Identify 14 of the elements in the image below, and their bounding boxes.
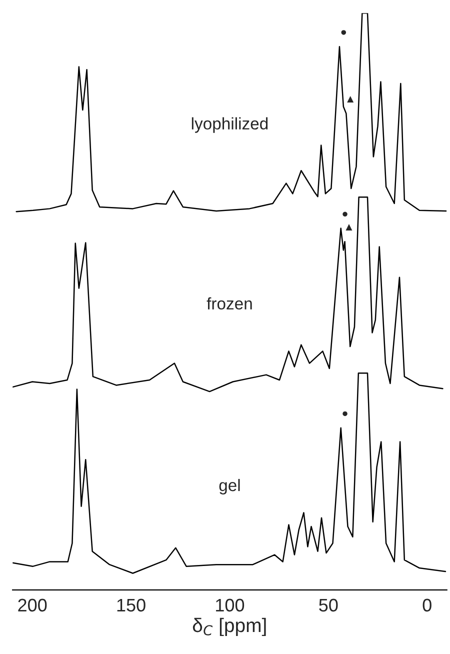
- annotation: lyophilized: [192, 117, 268, 133]
- annotation: frozen: [206, 297, 252, 310]
- annotation: ●: [342, 411, 348, 416]
- x-tick-label: 100: [216, 598, 244, 612]
- annotation: ▲: [346, 224, 352, 231]
- x-axis-title: δ$_{C}$ [ppm]: [192, 618, 266, 636]
- x-tick-label: 200: [18, 598, 47, 612]
- annotation: ●: [341, 30, 346, 35]
- x-tick-label: 50: [319, 598, 338, 612]
- annotation: ●: [342, 212, 348, 217]
- x-tick-label: 0: [422, 598, 432, 612]
- annotation: ▲: [347, 96, 354, 102]
- annotation: gel: [219, 478, 240, 494]
- x-tick-label: 150: [117, 598, 146, 612]
